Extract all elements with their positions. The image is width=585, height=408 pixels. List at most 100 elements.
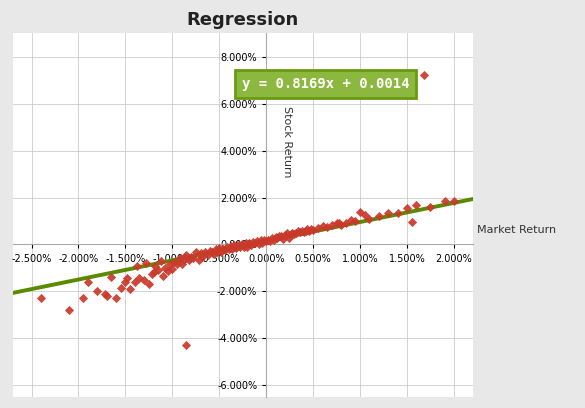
Point bbox=[355, 209, 364, 215]
Point bbox=[198, 254, 207, 260]
Point bbox=[163, 267, 173, 274]
Point bbox=[228, 246, 237, 253]
Point bbox=[440, 197, 449, 204]
Point bbox=[36, 295, 46, 301]
Point bbox=[226, 243, 235, 249]
Point bbox=[132, 263, 142, 270]
Title: Regression: Regression bbox=[187, 11, 299, 29]
Point bbox=[256, 236, 265, 243]
Point bbox=[179, 257, 188, 263]
Point bbox=[360, 211, 370, 218]
Point bbox=[166, 261, 175, 268]
Point bbox=[350, 218, 360, 224]
Point bbox=[135, 274, 144, 281]
Point bbox=[246, 242, 256, 248]
Point bbox=[205, 248, 215, 254]
Point bbox=[245, 240, 254, 247]
Point bbox=[252, 237, 261, 244]
Point bbox=[216, 249, 226, 255]
Point bbox=[229, 242, 239, 248]
Point bbox=[269, 237, 278, 244]
Point bbox=[142, 260, 151, 267]
Point bbox=[209, 251, 218, 257]
Point bbox=[159, 273, 168, 279]
Point bbox=[232, 245, 241, 251]
Point bbox=[211, 246, 220, 253]
Point bbox=[149, 269, 159, 276]
Point bbox=[393, 209, 402, 216]
Point bbox=[258, 239, 267, 246]
Point bbox=[282, 230, 291, 237]
Point bbox=[182, 342, 191, 349]
Point bbox=[139, 277, 149, 284]
Point bbox=[173, 261, 182, 267]
Point bbox=[318, 223, 327, 229]
Point bbox=[92, 288, 102, 294]
Point bbox=[204, 252, 213, 259]
Point bbox=[224, 246, 233, 252]
Point bbox=[130, 279, 139, 285]
Point bbox=[291, 229, 301, 236]
Point bbox=[267, 235, 277, 242]
Point bbox=[288, 230, 297, 236]
Point bbox=[261, 238, 271, 244]
Point bbox=[175, 254, 184, 261]
Point bbox=[215, 245, 224, 251]
Point bbox=[336, 222, 346, 228]
Point bbox=[194, 256, 204, 263]
Point bbox=[278, 236, 288, 242]
Point bbox=[243, 244, 252, 250]
Point bbox=[147, 271, 156, 277]
Point bbox=[290, 231, 299, 237]
Point bbox=[201, 249, 210, 256]
Text: Market Return: Market Return bbox=[477, 225, 556, 235]
Point bbox=[83, 279, 92, 286]
Point bbox=[407, 219, 417, 225]
Point bbox=[237, 241, 246, 247]
Point bbox=[78, 295, 88, 302]
Point bbox=[102, 293, 111, 299]
Point bbox=[286, 231, 295, 237]
Point bbox=[384, 210, 393, 216]
Point bbox=[170, 259, 179, 266]
Point bbox=[449, 198, 459, 204]
Text: y = 0.8169x + 0.0014: y = 0.8169x + 0.0014 bbox=[242, 78, 410, 91]
Point bbox=[374, 213, 384, 219]
Point bbox=[299, 229, 308, 236]
Point bbox=[100, 291, 109, 297]
Point bbox=[335, 220, 344, 226]
Point bbox=[327, 222, 336, 228]
Point bbox=[241, 239, 250, 246]
Point bbox=[365, 216, 374, 222]
Point bbox=[305, 227, 314, 234]
Point bbox=[168, 265, 177, 272]
Point bbox=[308, 227, 318, 234]
Text: Stock Return: Stock Return bbox=[283, 106, 292, 177]
Point bbox=[307, 226, 316, 233]
Point bbox=[64, 306, 74, 313]
Point bbox=[196, 249, 205, 256]
Point bbox=[322, 224, 332, 230]
Point bbox=[303, 226, 312, 233]
Point bbox=[184, 257, 194, 264]
Point bbox=[151, 263, 160, 269]
Point bbox=[250, 240, 260, 247]
Point bbox=[154, 267, 163, 273]
Point bbox=[191, 249, 201, 255]
Point bbox=[207, 249, 216, 255]
Point bbox=[294, 228, 303, 235]
Point bbox=[412, 202, 421, 208]
Point bbox=[346, 217, 355, 224]
Point bbox=[249, 239, 258, 245]
Point bbox=[239, 244, 249, 250]
Point bbox=[273, 235, 282, 241]
Point bbox=[260, 237, 269, 243]
Point bbox=[254, 241, 263, 247]
Point bbox=[182, 252, 191, 258]
Point bbox=[332, 220, 341, 226]
Point bbox=[233, 242, 243, 248]
Point bbox=[125, 286, 135, 292]
Point bbox=[265, 238, 274, 244]
Point bbox=[177, 261, 187, 268]
Point bbox=[121, 278, 130, 285]
